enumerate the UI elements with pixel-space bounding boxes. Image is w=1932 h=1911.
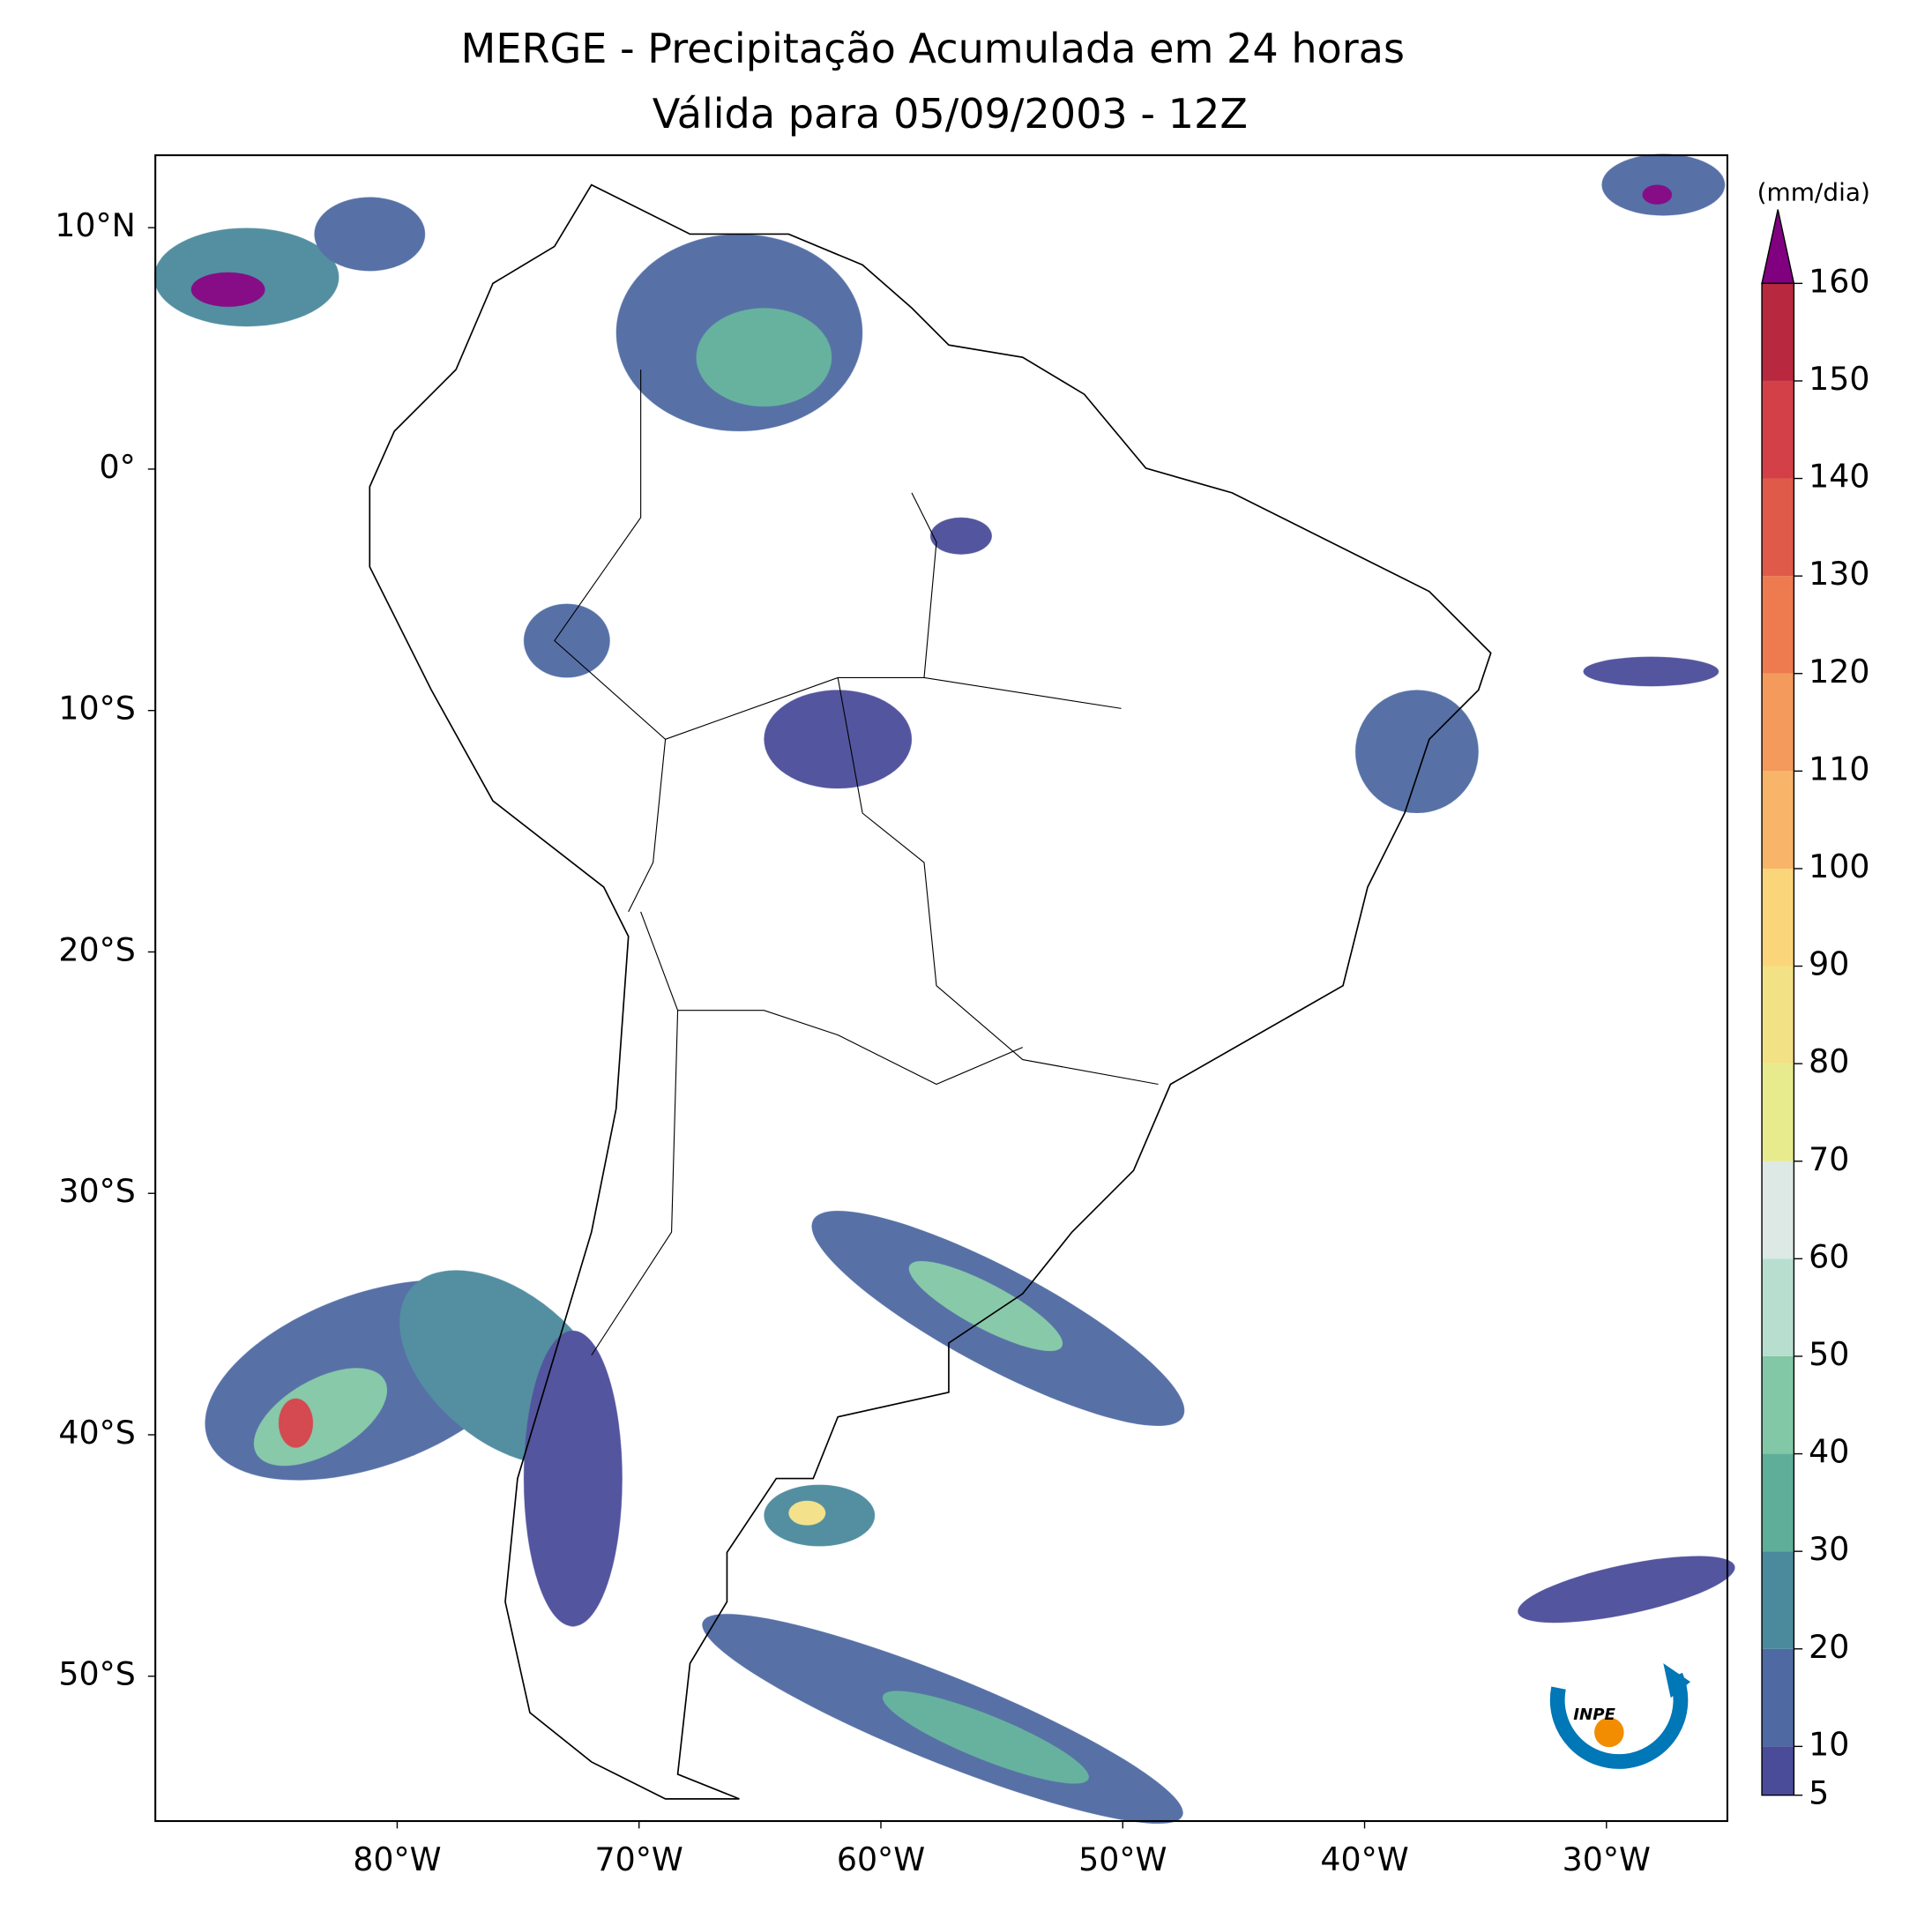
colorbar-tick-label: 50 <box>1809 1335 1849 1373</box>
colorbar-tick-label: 140 <box>1809 458 1869 496</box>
colorbar-tick-label: 90 <box>1809 945 1849 983</box>
colorbar-band <box>1762 966 1794 1064</box>
x-tick-label: 30°W <box>1563 1840 1651 1878</box>
coastline <box>369 183 1492 1800</box>
colorbar-band <box>1762 1551 1794 1649</box>
y-tick-label: 10°N <box>55 206 136 244</box>
colorbar-tick-label: 80 <box>1809 1042 1849 1080</box>
x-tick-label: 50°W <box>1078 1840 1167 1878</box>
colorbar-tick-label: 20 <box>1809 1628 1849 1666</box>
y-tick-label: 0° <box>100 448 136 486</box>
colorbar-band <box>1762 576 1794 674</box>
y-tick-label: 50°S <box>58 1655 135 1693</box>
y-tick-label: 30°S <box>58 1172 135 1210</box>
colorbar-tick-label: 40 <box>1809 1433 1849 1471</box>
borders <box>554 370 1159 1356</box>
x-tick-label: 80°W <box>353 1840 441 1878</box>
colorbar-band <box>1762 673 1794 772</box>
x-tick-label: 70°W <box>595 1840 683 1878</box>
colorbar-band <box>1762 380 1794 479</box>
map-title: MERGE - Precipitação Acumulada em 24 hor… <box>461 25 1405 72</box>
colorbar-band <box>1762 1453 1794 1552</box>
colorbar-band <box>1762 868 1794 967</box>
colorbar-band <box>1762 1258 1794 1356</box>
colorbar-tick-label: 150 <box>1809 360 1869 398</box>
map-frame <box>154 153 1728 1823</box>
precipitation-field <box>153 153 1735 1824</box>
y-tick-label: 10°S <box>58 690 135 728</box>
colorbar-band <box>1762 478 1794 577</box>
x-tick-label: 60°W <box>837 1840 925 1878</box>
colorbar-tick-label: 100 <box>1809 847 1869 885</box>
colorbar-band <box>1762 1355 1794 1454</box>
y-tick-label: 20°S <box>58 930 135 968</box>
colorbar-band <box>1762 1161 1794 1259</box>
inpe-logo: INPE <box>1549 1663 1691 1769</box>
colorbar-tick-label: 70 <box>1809 1140 1849 1178</box>
colorbar-tick-label: 5 <box>1809 1774 1829 1812</box>
colorbar-tick-label: 160 <box>1809 262 1869 300</box>
colorbar-band <box>1762 1746 1794 1795</box>
colorbar-tick-label: 10 <box>1809 1725 1849 1763</box>
y-tick-label: 40°S <box>58 1414 135 1452</box>
colorbar-tick-label: 110 <box>1809 750 1869 788</box>
colorbar-tick-label: 130 <box>1809 555 1869 593</box>
colorbar-tick-label: 30 <box>1809 1530 1849 1568</box>
colorbar-band <box>1762 771 1794 869</box>
svg-text:INPE: INPE <box>1573 1706 1615 1724</box>
colorbar-band <box>1762 1648 1794 1747</box>
colorbar-frame <box>1761 282 1795 1796</box>
map-subtitle: Válida para 05/09/2003 - 12Z <box>653 90 1248 138</box>
x-tick-label: 40°W <box>1320 1840 1408 1878</box>
colorbar-band <box>1762 283 1794 381</box>
colorbar-band <box>1762 1064 1794 1161</box>
colorbar-label: (mm/dia) <box>1757 177 1870 206</box>
colorbar-tick-label: 60 <box>1809 1237 1849 1275</box>
colorbar-tick-label: 120 <box>1809 653 1869 690</box>
